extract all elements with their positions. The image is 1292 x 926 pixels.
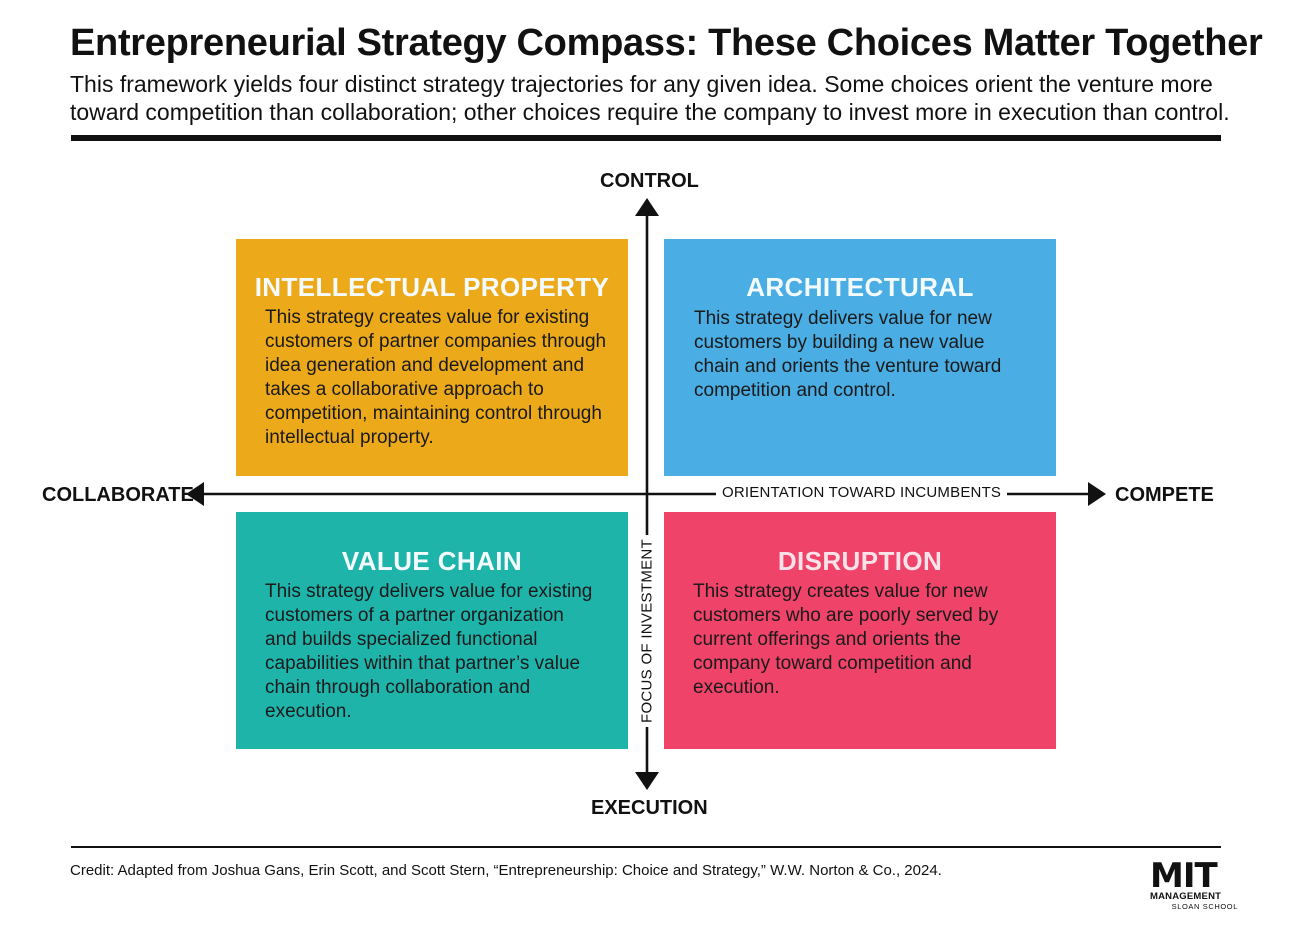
description-line: competition, maintaining control through — [265, 403, 602, 424]
description-line: customers who are poorly served by — [693, 605, 999, 626]
description-line: and builds specialized functional — [265, 629, 538, 650]
quadrant-disruption: DISRUPTION This strategy creates value f… — [664, 512, 1056, 749]
description-line: This strategy creates value for new — [693, 581, 988, 602]
quadrant-title: DISRUPTION — [777, 546, 943, 576]
description-line: customers by building a new value — [694, 332, 985, 353]
quadrant-title: ARCHITECTURAL — [746, 272, 974, 302]
logo-line-2: SLOAN SCHOOL — [1171, 902, 1238, 911]
description-line: company toward competition and — [693, 653, 972, 674]
quadrant-intellectual-property: INTELLECTUAL PROPERTY This strategy crea… — [236, 239, 628, 476]
arrow-right-icon — [1088, 482, 1106, 506]
logo-line-1: MANAGEMENT — [1150, 891, 1222, 902]
description-line: customers of a partner organization — [265, 605, 564, 626]
description-line: chain through collaboration and — [265, 677, 531, 698]
description-line: idea generation and development and — [265, 355, 585, 376]
description-line: execution. — [693, 677, 780, 698]
description-line: This strategy delivers value for existin… — [265, 581, 593, 602]
quadrant-title: INTELLECTUAL PROPERTY — [254, 272, 610, 302]
credit-text: Credit: Adapted from Joshua Gans, Erin S… — [70, 862, 942, 879]
axis-label-execution: EXECUTION — [591, 797, 708, 819]
axis-label-control: CONTROL — [600, 170, 699, 192]
page-subtitle: This framework yields four distinct stra… — [70, 70, 1230, 126]
quadrant-description: This strategy creates value for existing… — [265, 306, 606, 450]
arrow-down-icon — [635, 772, 659, 790]
quadrant-description: This strategy delivers value for existin… — [265, 580, 592, 724]
description-line: This strategy creates value for existing — [265, 307, 590, 328]
axis-label-collaborate: COLLABORATE — [42, 484, 194, 506]
header-divider — [71, 135, 1221, 141]
arrow-up-icon — [635, 198, 659, 216]
description-line: current offerings and orients the — [693, 629, 961, 650]
description-line: capabilities within that partner’s value — [265, 653, 581, 674]
quadrant-value-chain: VALUE CHAIN This strategy delivers value… — [236, 512, 628, 749]
arrow-left-icon — [186, 482, 204, 506]
description-line: takes a collaborative approach to — [265, 379, 544, 400]
axis-label-compete: COMPETE — [1115, 484, 1214, 506]
quadrant-description: This strategy delivers value for new cus… — [694, 307, 1001, 403]
description-line: This strategy delivers value for new — [694, 308, 992, 329]
axis-label-orientation: ORIENTATION TOWARD INCUMBENTS — [716, 484, 1008, 501]
axis-label-investment: FOCUS OF INVESTMENT — [638, 534, 656, 728]
subtitle-line-2: toward competition than collaboration; o… — [70, 99, 1230, 125]
quadrant-architectural: ARCHITECTURAL This strategy delivers val… — [664, 239, 1056, 476]
quadrant-title: VALUE CHAIN — [341, 546, 523, 576]
page-title: Entrepreneurial Strategy Compass: These … — [70, 22, 1263, 64]
description-line: competition and control. — [694, 380, 896, 401]
description-line: customers of partner companies through — [265, 331, 607, 352]
logo-mark: MIT — [1150, 856, 1218, 896]
description-line: intellectual property. — [265, 427, 434, 448]
description-line: chain and orients the venture toward — [694, 356, 1002, 377]
description-line: execution. — [265, 701, 352, 722]
subtitle-line-1: This framework yields four distinct stra… — [70, 71, 1213, 97]
footer-divider — [71, 846, 1221, 848]
mit-sloan-logo: MIT MANAGEMENT SLOAN SCHOOL — [1150, 856, 1240, 911]
quadrant-description: This strategy creates value for new cust… — [693, 580, 998, 700]
